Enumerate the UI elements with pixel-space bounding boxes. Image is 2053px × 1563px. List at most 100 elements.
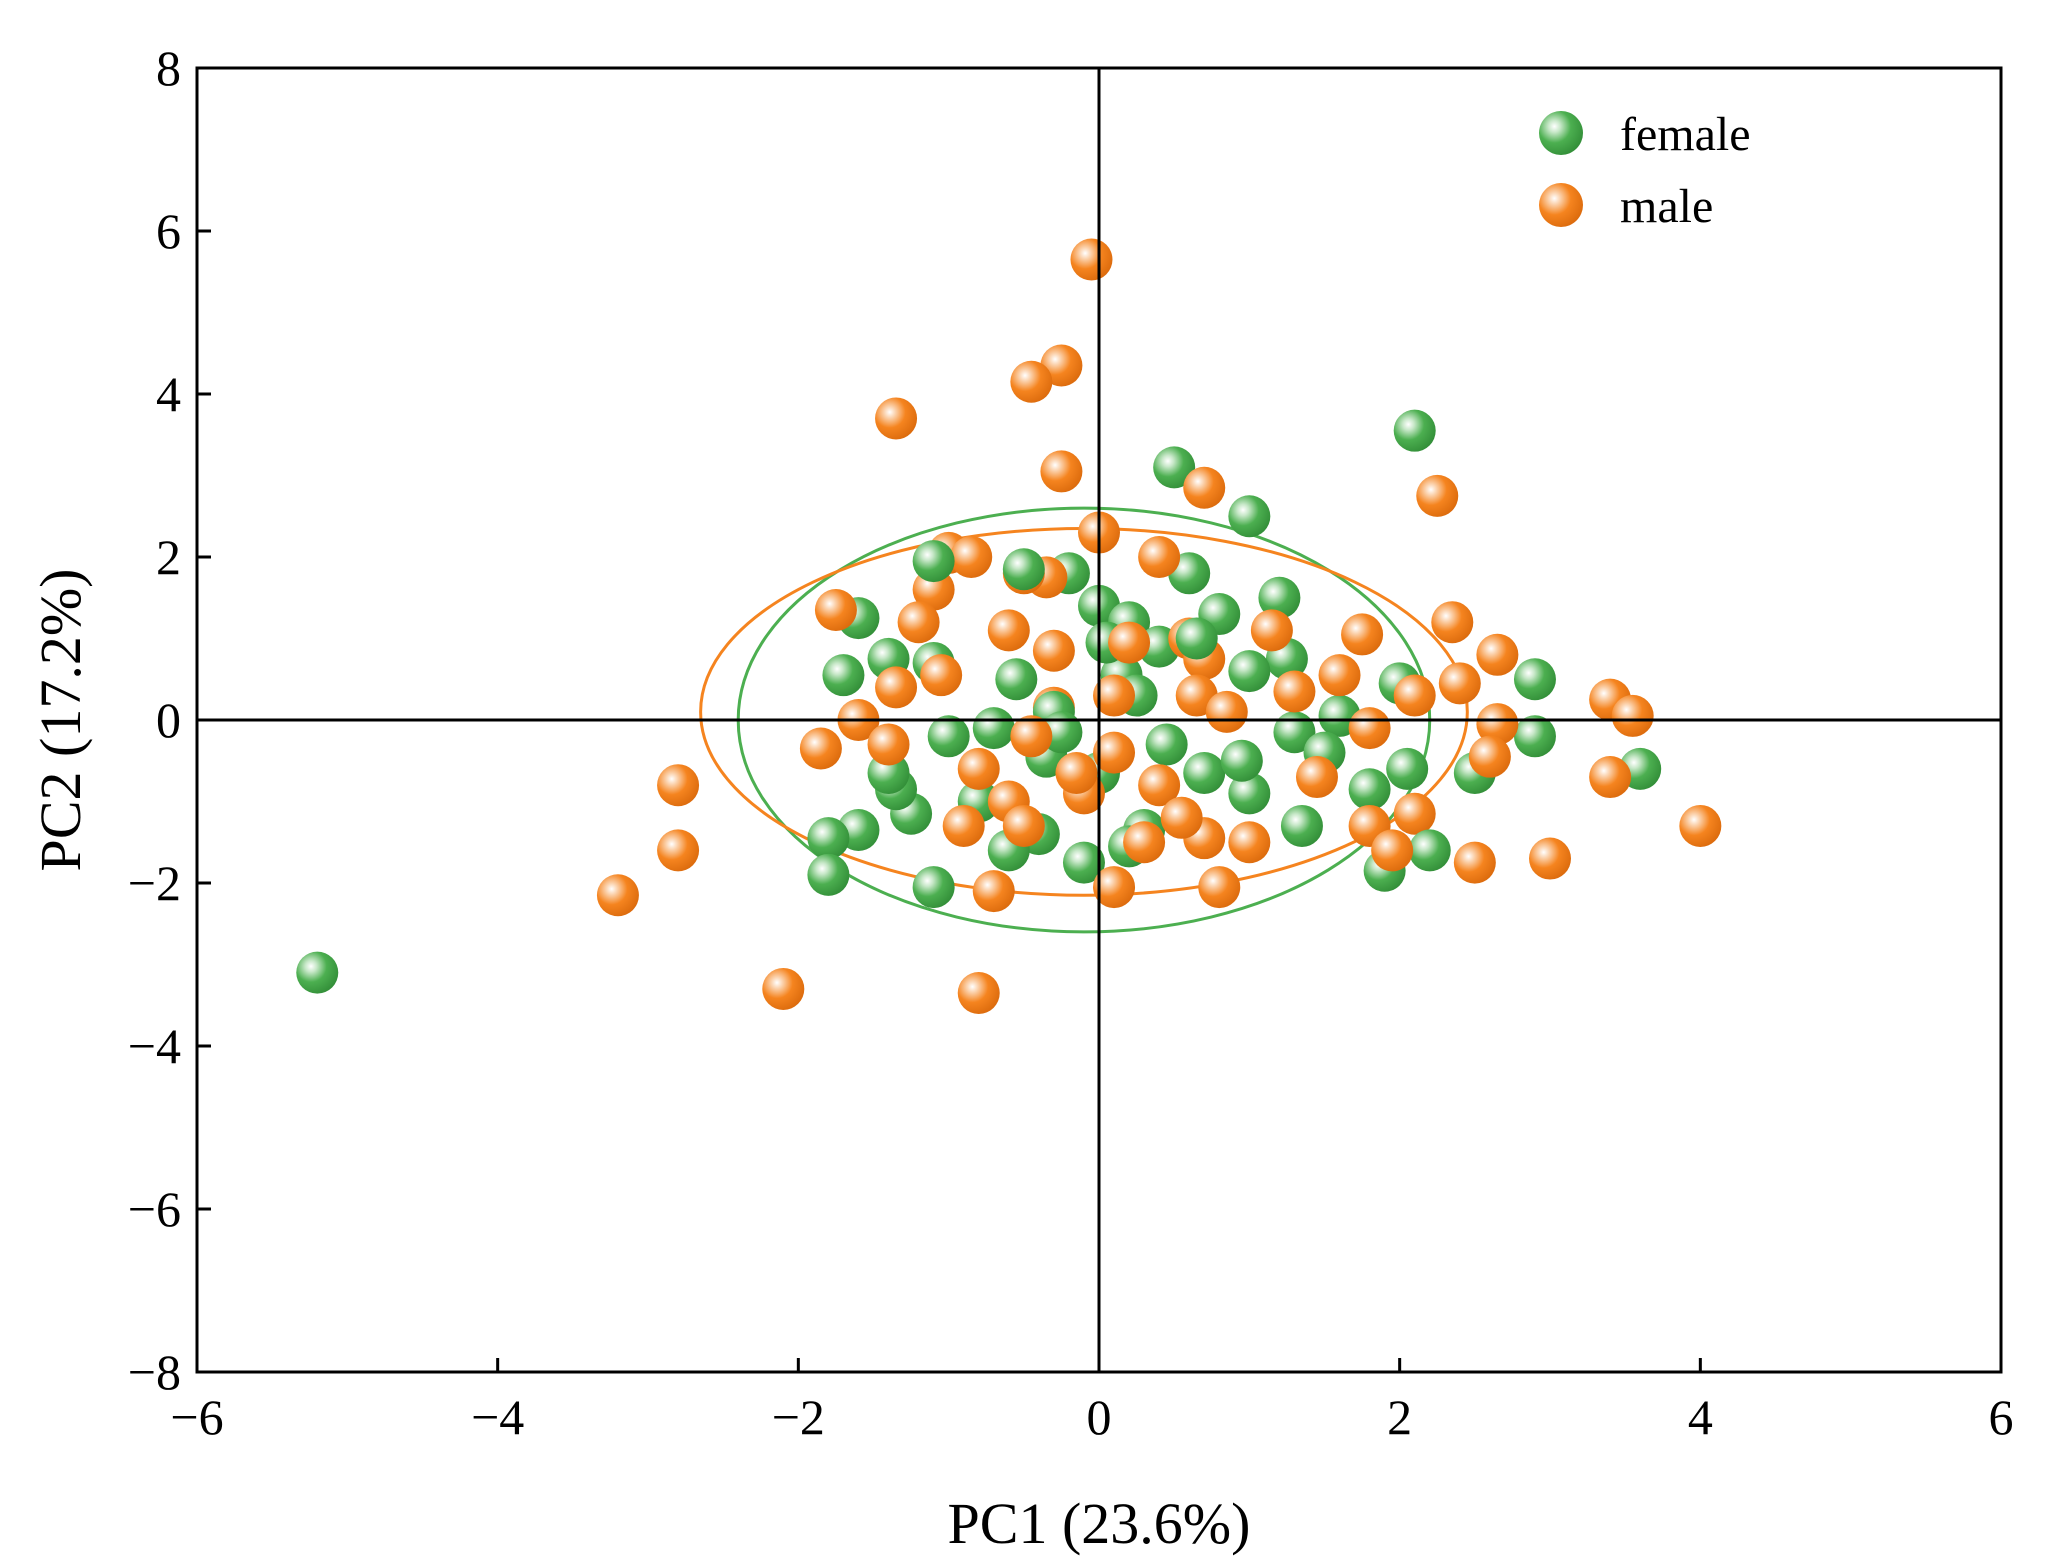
data-point-female [1228,495,1271,538]
y-tick-label: −4 [128,1018,181,1074]
data-point-male [1476,703,1519,746]
data-point-female [1175,617,1218,660]
legend-marker-male [1539,183,1583,227]
y-tick-label: −2 [128,855,181,911]
data-point-male [875,666,918,709]
data-point-male [867,723,910,766]
data-point-male [1453,841,1496,884]
data-point-male [762,967,805,1010]
data-point-female [807,817,850,860]
legend-label-female: female [1620,108,1751,161]
data-point-female [912,866,955,909]
data-point-female [1258,576,1301,619]
y-tick-label: −6 [128,1181,181,1237]
data-point-male [920,654,963,697]
data-point-female [807,853,850,896]
data-point-male [950,536,993,578]
data-point-female [1228,650,1271,693]
data-point-female [822,654,865,697]
y-tick-label: 2 [156,529,181,585]
data-point-female [1183,751,1226,794]
data-point-female [1062,841,1105,884]
data-point-male [1273,670,1316,713]
data-point-male [1093,674,1136,717]
data-point-male [1040,450,1083,493]
data-point-female [995,658,1038,701]
scatter-points [296,238,1722,1015]
data-point-male [814,588,857,631]
data-point-female [972,707,1015,750]
data-point-female [1145,723,1188,766]
data-point-female [1228,772,1271,815]
data-point-female [1153,446,1196,489]
data-point-male [1160,796,1203,839]
data-point-male [1070,238,1113,281]
data-point-male [1250,609,1293,652]
data-point-male [897,601,940,644]
y-tick-label: 6 [156,203,181,259]
data-point-female [912,540,955,583]
data-point-male [1138,764,1181,807]
data-point-male [1318,654,1361,697]
data-point-female [296,951,339,994]
y-tick-label: 4 [156,366,181,422]
x-tick-label: −6 [170,1389,223,1445]
data-point-female [1280,804,1323,847]
data-point-female [1408,829,1451,872]
data-point-male [1295,756,1338,799]
data-point-male [1228,821,1271,864]
y-tick-label: 0 [156,692,181,748]
data-point-male [957,972,1000,1015]
data-point-male [1476,633,1519,676]
data-point-male [1416,474,1459,517]
data-point-female [1348,768,1391,811]
data-point-male [1431,601,1474,644]
x-tick-label: 2 [1387,1389,1412,1445]
data-point-male [1205,690,1248,733]
data-point-male [987,609,1030,652]
data-point-male [1002,804,1045,847]
data-point-male [1393,674,1436,717]
data-point-male [657,829,700,872]
data-point-male [1093,866,1136,909]
data-point-male [1123,821,1166,864]
x-tick-label: 6 [1989,1389,2014,1445]
data-point-female [1002,548,1045,591]
data-point-male [942,804,985,847]
data-point-female [1393,409,1436,452]
data-point-male [1393,792,1436,835]
data-point-female [1513,658,1556,701]
data-point-male [1529,837,1571,880]
data-point-female [1273,711,1316,754]
data-point-male [1198,866,1241,909]
data-point-male [1371,829,1414,872]
data-point-male [1108,621,1151,664]
data-point-male [1138,536,1181,578]
y-tick-label: 8 [156,40,181,96]
x-tick-label: 4 [1688,1389,1713,1445]
data-point-male [1679,804,1722,847]
legend: female male [1539,108,1751,233]
x-tick-label: −4 [471,1389,524,1445]
data-point-male [657,764,700,807]
x-axis-ticks: −6 −4 −2 0 2 4 6 [170,1358,2014,1445]
data-point-female [1220,739,1263,782]
legend-marker-female [1539,111,1583,155]
data-point-female [1386,747,1429,790]
data-point-male [1341,613,1384,656]
data-point-male [1438,662,1481,705]
data-point-male [957,747,1000,790]
data-point-male [1010,360,1053,403]
data-point-male [799,727,842,770]
legend-label-male: male [1620,180,1713,233]
data-point-female [1513,715,1556,758]
data-point-male [1055,751,1098,794]
x-tick-label: −2 [772,1389,825,1445]
y-tick-label: −8 [128,1344,181,1400]
data-point-male [1611,694,1654,737]
data-point-male [875,397,918,440]
data-point-male [1093,731,1136,774]
data-point-male [972,870,1015,913]
data-point-male [1032,629,1075,672]
